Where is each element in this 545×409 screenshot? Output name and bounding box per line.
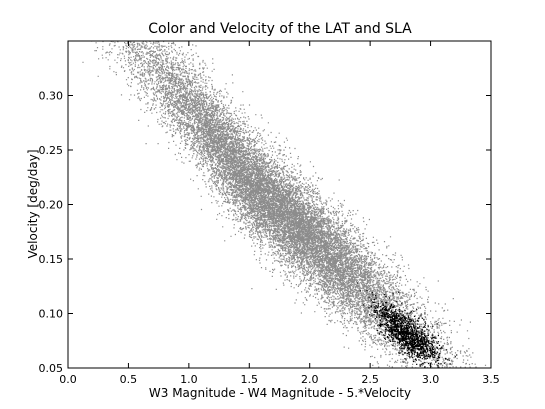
y-tick-label: 0.20 (39, 199, 64, 212)
scatter-series-0 (82, 41, 487, 368)
x-tick-label: 1.5 (241, 373, 259, 386)
y-tick-label: 0.15 (39, 253, 64, 266)
y-tick-label: 0.30 (39, 90, 64, 103)
x-tick-label: 3.0 (422, 373, 440, 386)
x-tick-label: 0.5 (120, 373, 138, 386)
x-tick-label: 3.5 (482, 373, 500, 386)
x-axis-ticks: 0.0 0.5 1.0 1.5 2.0 2.5 3.0 3.5 (59, 41, 500, 386)
x-tick-label: 0.0 (59, 373, 77, 386)
y-axis-label: Velocity [deg/day] (26, 150, 40, 259)
y-tick-label: 0.25 (39, 144, 64, 157)
x-tick-label: 2.5 (361, 373, 379, 386)
y-tick-label: 0.10 (39, 308, 64, 321)
y-tick-label: 0.05 (39, 362, 64, 375)
scatter-points-series-0 (82, 41, 487, 368)
x-tick-label: 2.0 (301, 373, 319, 386)
chart-title: Color and Velocity of the LAT and SLA (148, 21, 412, 37)
scatter-series-1 (356, 282, 458, 368)
y-axis-ticks: 0.05 0.10 0.15 0.20 0.25 0.30 (39, 90, 491, 375)
scatter-points-series-1 (356, 282, 458, 368)
x-tick-label: 1.0 (180, 373, 198, 386)
scatter-points (82, 41, 487, 368)
x-axis-label: W3 Magnitude - W4 Magnitude - 5.*Velocit… (149, 386, 411, 400)
